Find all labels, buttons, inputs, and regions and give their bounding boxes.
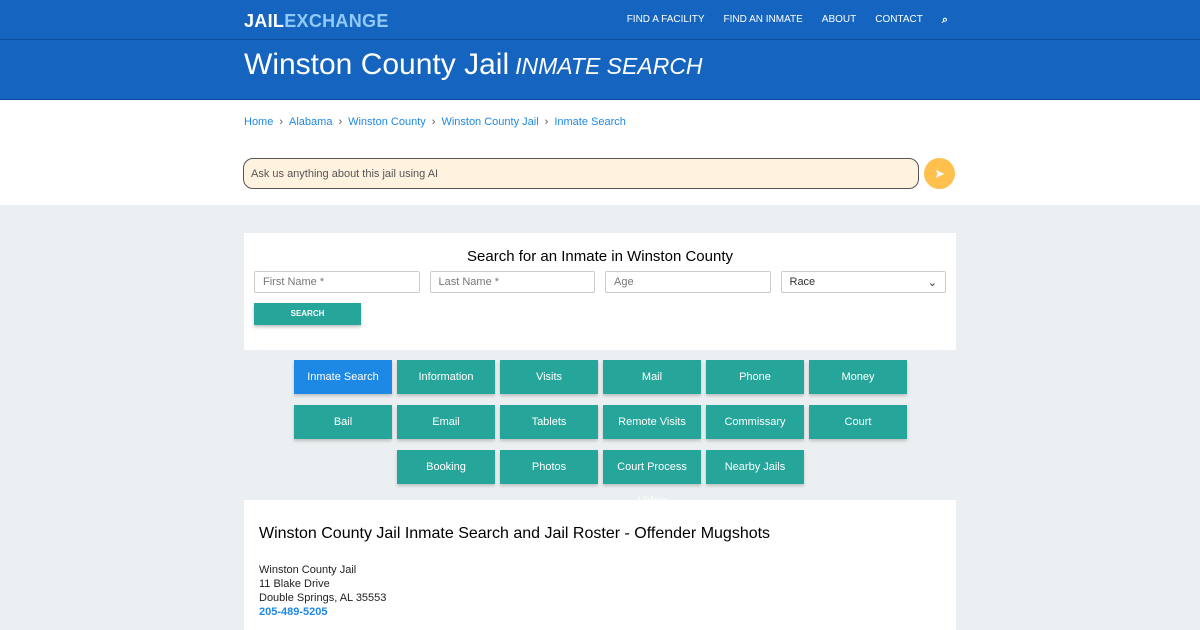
age-input[interactable]: Age <box>605 271 771 293</box>
section-button-mail[interactable]: Mail <box>603 360 701 394</box>
crumb-inmate-search[interactable]: Inmate Search <box>554 116 626 128</box>
crumb-state[interactable]: Alabama <box>289 116 333 128</box>
page-title: Winston County Jail INMATE SEARCH <box>244 48 703 81</box>
section-button-court-process-video[interactable]: Court Process Video <box>603 450 701 507</box>
phone-link[interactable]: 205-489-5205 <box>259 606 328 618</box>
nav-find-facility[interactable]: FIND A FACILITY <box>626 14 705 25</box>
last-name-input[interactable]: Last Name * <box>429 271 595 293</box>
section-button-phone[interactable]: Phone <box>706 360 804 394</box>
nav-find-inmate[interactable]: FIND AN INMATE <box>723 14 803 25</box>
jail-info: Winston County Jail Inmate Search and Ja… <box>244 500 956 630</box>
header: JAILEXCHANGE FIND A FACILITY FIND AN INM… <box>0 0 1200 100</box>
section-buttons: Inmate Search Information Visits Mail Phone M… <box>244 360 957 507</box>
section-button-photos[interactable]: Photos <box>500 450 598 484</box>
section-button-commissary[interactable]: Commissary <box>706 405 804 439</box>
section-button-money[interactable]: Money <box>809 360 907 394</box>
section-button-court[interactable]: Court <box>809 405 907 439</box>
search-icon[interactable]: ⌕ <box>941 14 948 26</box>
ai-question-input[interactable]: Ask us anything about this jail using AI <box>243 158 919 189</box>
chevron-down-icon: ⌄ <box>927 277 937 289</box>
breadcrumb: Home › Alabama › Winston County › Winston C… <box>244 116 626 128</box>
crumb-home[interactable]: Home <box>244 116 274 128</box>
navbar: JAILEXCHANGE FIND A FACILITY FIND AN INM… <box>0 0 1200 40</box>
first-name-input[interactable]: First Name * <box>254 271 420 293</box>
section-button-tablets[interactable]: Tablets <box>500 405 598 439</box>
logo[interactable]: JAILEXCHANGE <box>244 11 389 31</box>
crumb-county[interactable]: Winston County <box>348 116 426 128</box>
search-button[interactable]: SEARCH <box>254 303 361 325</box>
crumb-jail[interactable]: Winston County Jail <box>441 116 539 128</box>
section-button-booking[interactable]: Booking <box>397 450 495 484</box>
inmate-search-form: Search for an Inmate in Winston County F… <box>244 233 956 350</box>
section-button-bail[interactable]: Bail <box>294 405 392 439</box>
section-button-visits[interactable]: Visits <box>500 360 598 394</box>
section-button-inmate-search[interactable]: Inmate Search <box>294 360 392 394</box>
section-button-information[interactable]: Information <box>397 360 495 394</box>
section-button-email[interactable]: Email <box>397 405 495 439</box>
send-icon[interactable]: ➤ <box>924 158 955 189</box>
nav-about[interactable]: ABOUT <box>821 14 857 25</box>
section-button-remote-visits[interactable]: Remote Visits <box>603 405 701 439</box>
nav-contact[interactable]: CONTACT <box>875 14 923 25</box>
section-button-nearby-jails[interactable]: Nearby Jails <box>706 450 804 484</box>
race-select[interactable]: Race ⌄ <box>780 271 946 293</box>
